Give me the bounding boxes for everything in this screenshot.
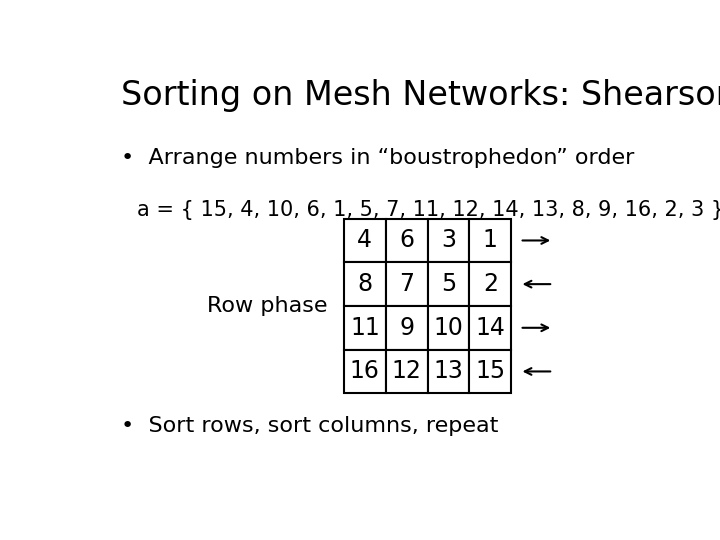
- Text: 16: 16: [350, 360, 379, 383]
- Bar: [428, 306, 469, 349]
- Text: •  Arrange numbers in “boustrophedon” order: • Arrange numbers in “boustrophedon” ord…: [121, 148, 634, 168]
- Bar: [386, 306, 428, 349]
- Text: 5: 5: [441, 272, 456, 296]
- Text: Sorting on Mesh Networks: Shearsort: Sorting on Mesh Networks: Shearsort: [121, 79, 720, 112]
- Bar: [386, 262, 428, 306]
- Bar: [344, 219, 386, 262]
- Text: Row phase: Row phase: [207, 296, 327, 316]
- Text: 9: 9: [399, 316, 414, 340]
- Text: 10: 10: [433, 316, 464, 340]
- Bar: [469, 306, 511, 349]
- Bar: [428, 219, 469, 262]
- Text: 2: 2: [483, 272, 498, 296]
- Text: 11: 11: [350, 316, 379, 340]
- Text: 3: 3: [441, 228, 456, 253]
- Text: 12: 12: [392, 360, 422, 383]
- Text: 13: 13: [433, 360, 464, 383]
- Text: •  Sort rows, sort columns, repeat: • Sort rows, sort columns, repeat: [121, 416, 498, 436]
- Bar: [344, 306, 386, 349]
- Text: 14: 14: [475, 316, 505, 340]
- Bar: [469, 219, 511, 262]
- Bar: [386, 349, 428, 393]
- Bar: [428, 262, 469, 306]
- Text: 15: 15: [475, 360, 505, 383]
- Text: a = { 15, 4, 10, 6, 1, 5, 7, 11, 12, 14, 13, 8, 9, 16, 2, 3 }: a = { 15, 4, 10, 6, 1, 5, 7, 11, 12, 14,…: [138, 200, 720, 220]
- Text: 4: 4: [357, 228, 372, 253]
- Bar: [386, 219, 428, 262]
- Text: 1: 1: [483, 228, 498, 253]
- Bar: [344, 262, 386, 306]
- Text: 6: 6: [399, 228, 414, 253]
- Bar: [428, 349, 469, 393]
- Bar: [469, 262, 511, 306]
- Bar: [344, 349, 386, 393]
- Text: 8: 8: [357, 272, 372, 296]
- Bar: [469, 349, 511, 393]
- Text: 7: 7: [399, 272, 414, 296]
